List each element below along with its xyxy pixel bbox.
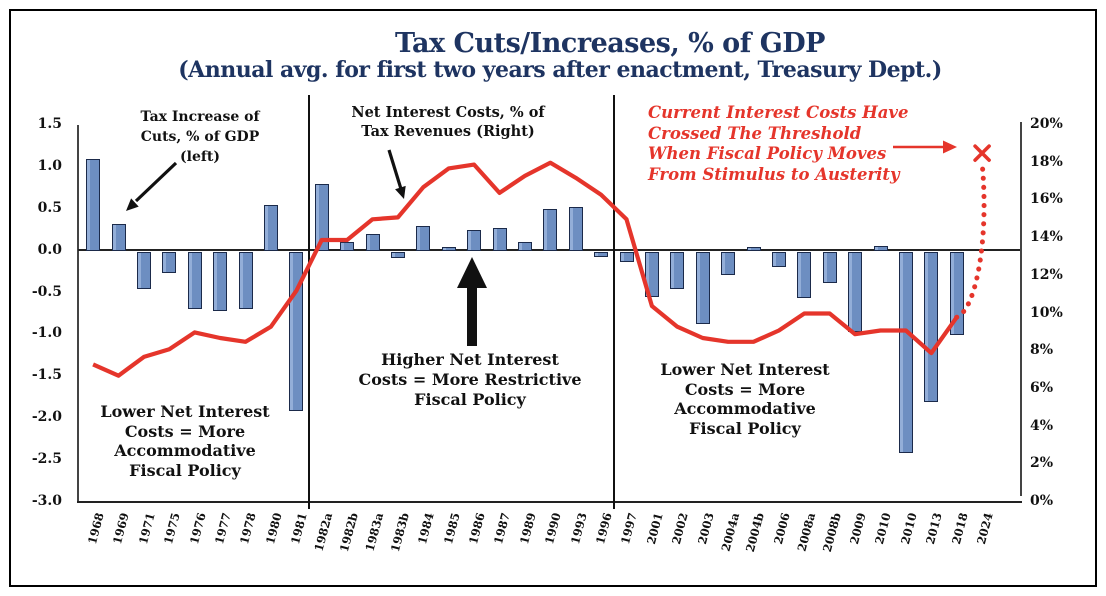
bar-1983b [390, 251, 405, 259]
right-axis-tick-label: 4% [1030, 417, 1054, 434]
left-axis-tick-label: -0.5 [31, 283, 62, 300]
bar-2008a [797, 251, 812, 298]
chart-subtitle: (Annual avg. for first two years after e… [178, 57, 942, 83]
annotation-higher-net-interest: Higher Net Interest Costs = More Restric… [358, 350, 582, 409]
left-axis-line [77, 125, 79, 503]
left-axis-tick-label: 1.0 [37, 157, 62, 174]
bar-2004b [746, 247, 761, 251]
bar-2002 [670, 251, 685, 289]
chart-title: Tax Cuts/Increases, % of GDP [395, 28, 825, 59]
bar-2006 [771, 251, 786, 267]
right-axis-tick-label: 14% [1030, 229, 1063, 246]
left-axis-tick-label: -2.0 [31, 409, 62, 426]
left-axis-tick-label: 1.5 [37, 116, 62, 132]
left-axis-tick-label: 0.5 [37, 199, 62, 216]
right-axis-tick-label: 16% [1030, 191, 1063, 208]
right-axis-tick-label: 18% [1030, 153, 1063, 170]
bar-1982a [314, 183, 329, 251]
bar-1980 [263, 204, 278, 251]
bar-1982b [340, 242, 355, 251]
right-axis-tick-label: 20% [1030, 116, 1063, 132]
right-axis-tick-label: 8% [1030, 342, 1054, 359]
right-axis-tick-label: 0% [1030, 493, 1054, 509]
right-axis-tick-label: 10% [1030, 304, 1063, 321]
divider-after-1981 [308, 95, 310, 509]
right-axis-tick-label: 2% [1030, 455, 1054, 472]
bar-2004a [721, 251, 736, 276]
left-axis-tick-label: -1.0 [31, 325, 62, 342]
bar-2018 [949, 251, 964, 336]
bar-1971 [136, 251, 151, 290]
bar-1978 [238, 251, 253, 310]
annotation-lower-net-interest-right: Lower Net Interest Costs = More Accommod… [660, 360, 830, 438]
bar-1977 [213, 251, 228, 312]
bar-2003 [695, 251, 710, 324]
annotation-lower-net-interest-left: Lower Net Interest Costs = More Accommod… [100, 402, 270, 480]
bar-2009 [848, 251, 863, 333]
left-axis-tick-label: 0.0 [37, 241, 62, 258]
annotation-bar-series-label: Tax Increase of Cuts, % of GDP (left) [140, 109, 260, 165]
bar-1993 [568, 207, 583, 251]
bar-2008b [822, 251, 837, 283]
bar-1996 [594, 251, 609, 257]
bar-1990 [543, 208, 558, 251]
bar-1968 [86, 158, 101, 251]
left-axis-tick-label: -3.0 [31, 493, 62, 509]
bar-2001 [644, 251, 659, 297]
bar-1981 [289, 251, 304, 411]
bar-1983a [365, 233, 380, 251]
bar-1975 [162, 251, 177, 274]
right-axis-tick-label: 12% [1030, 266, 1063, 283]
right-axis-line [1020, 122, 1022, 496]
right-axis-tick-label: 6% [1030, 379, 1054, 396]
annotation-threshold-note: Current Interest Costs Have Crossed The … [648, 103, 909, 184]
left-axis-tick-label: -1.5 [31, 367, 62, 384]
bar-1969 [111, 223, 126, 251]
bar-1976 [187, 251, 202, 310]
bar-1986 [467, 229, 482, 251]
divider-after-1996 [612, 95, 615, 509]
bottom-axis-line [77, 501, 1022, 503]
bar-2010 [873, 245, 888, 251]
annotation-line-series-label: Net Interest Costs, % of Tax Revenues (R… [351, 104, 545, 140]
bar-1984 [416, 225, 431, 251]
bar-1985 [441, 247, 456, 251]
bar-1989 [517, 242, 532, 251]
bar-1987 [492, 228, 507, 251]
bar-2010 [898, 251, 913, 453]
left-axis-tick-label: -2.5 [31, 451, 62, 468]
bar-1997 [619, 251, 634, 262]
bar-2013 [924, 251, 939, 403]
